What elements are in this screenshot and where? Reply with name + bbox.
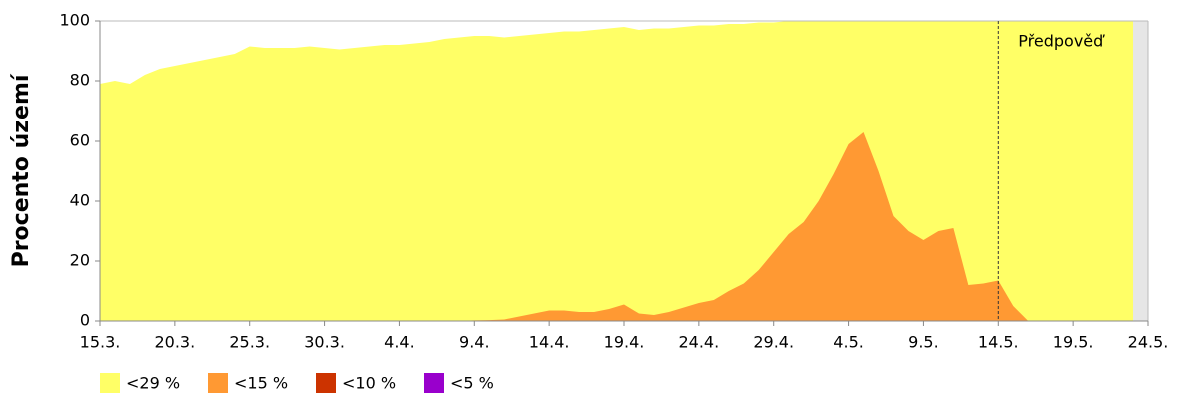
y-tick-label: 20	[70, 251, 90, 270]
x-tick-label: 14.4.	[529, 333, 570, 352]
annotation: Předpověď	[1018, 32, 1105, 51]
area	[100, 132, 1134, 321]
legend-swatch	[208, 373, 228, 393]
x-tick-label: 9.4.	[459, 333, 490, 352]
x-tick-label: 24.5.	[1128, 333, 1169, 352]
y-tick-label: 0	[80, 311, 90, 330]
legend-label: <10 %	[342, 374, 396, 393]
legend-label: <5 %	[450, 374, 494, 393]
x-tick-label: 24.4.	[678, 333, 719, 352]
x-tick-label: 25.3.	[229, 333, 270, 352]
area	[100, 21, 1134, 321]
x-tick-label: 4.4.	[384, 333, 415, 352]
x-tick-label: 9.5.	[908, 333, 939, 352]
y-tick-label: 100	[59, 11, 90, 30]
x-tick-label: 15.3.	[80, 333, 121, 352]
legend-swatch	[424, 373, 444, 393]
x-tick-label: 14.5.	[978, 333, 1019, 352]
legend-swatch	[100, 373, 120, 393]
y-axis-label: Procento území	[9, 73, 34, 267]
x-tick-label: 4.5.	[833, 333, 864, 352]
x-tick-label: 20.3.	[154, 333, 195, 352]
y-tick-label: 60	[70, 131, 90, 150]
x-tick-label: 29.4.	[753, 333, 794, 352]
x-tick-label: 30.3.	[304, 333, 345, 352]
y-tick-label: 40	[70, 191, 90, 210]
x-tick-label: 19.4.	[604, 333, 645, 352]
x-tick-label: 19.5.	[1053, 333, 1094, 352]
legend-swatch	[316, 373, 336, 393]
no-data-region	[1133, 21, 1148, 321]
legend-label: <15 %	[234, 374, 288, 393]
legend-label: <29 %	[126, 374, 180, 393]
y-tick-label: 80	[70, 71, 90, 90]
